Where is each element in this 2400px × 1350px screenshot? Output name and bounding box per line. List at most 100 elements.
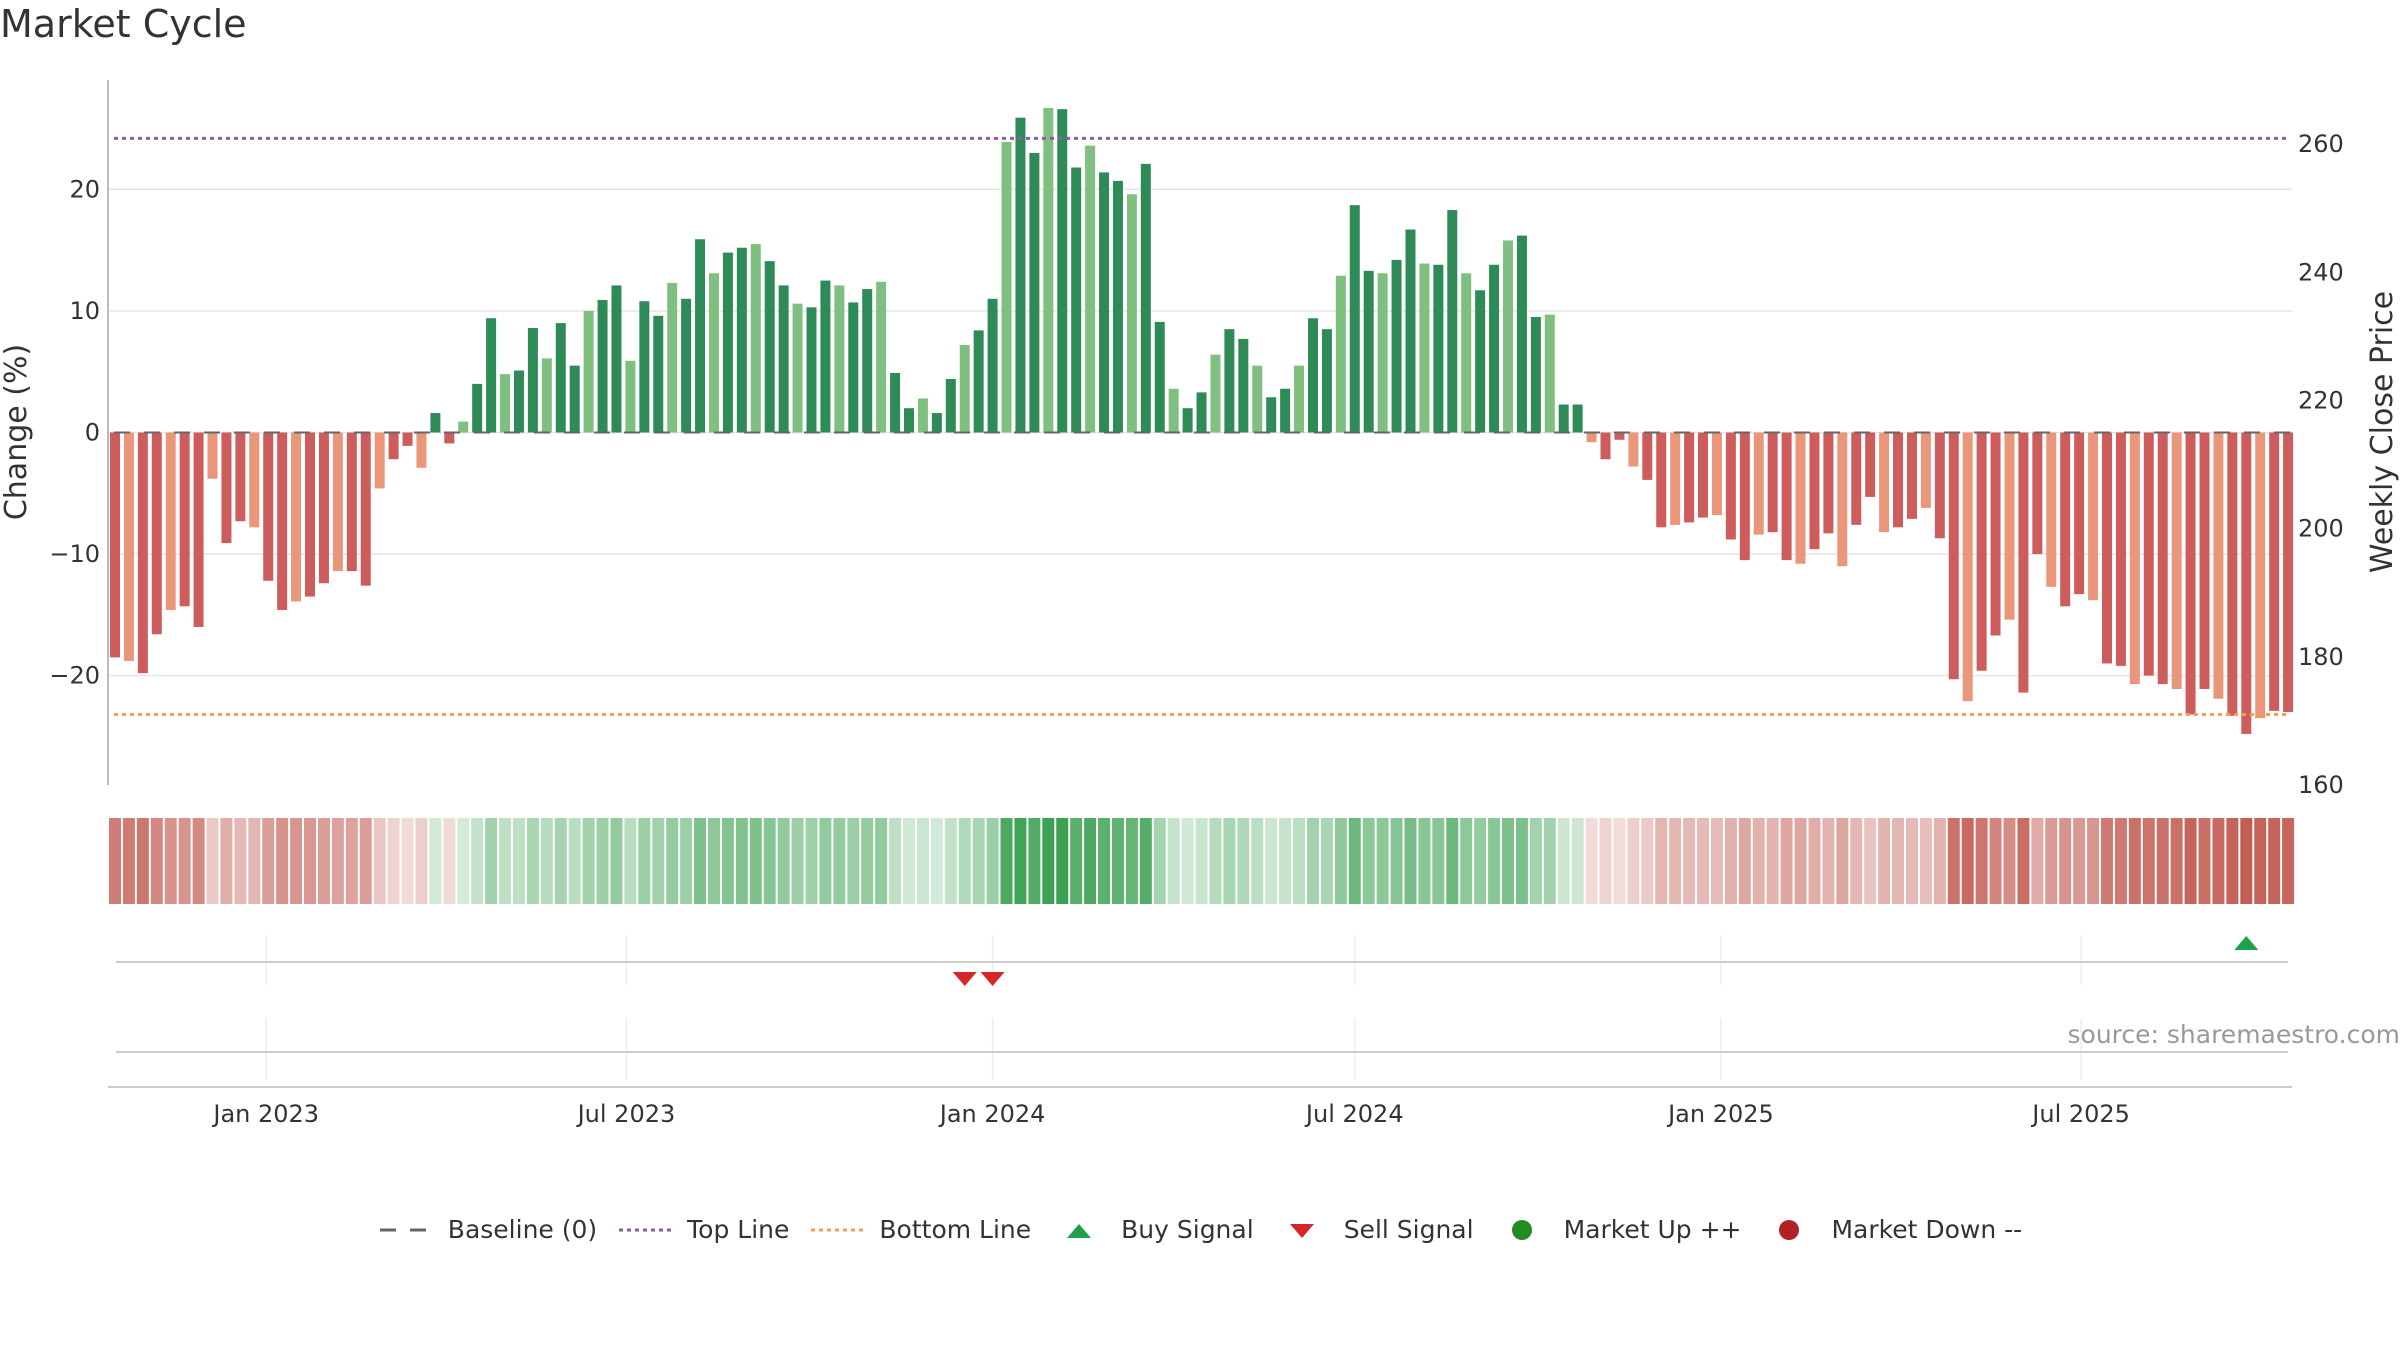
strip-cell [1474, 818, 1487, 904]
bar [1544, 314, 1555, 433]
strip-cell [930, 818, 943, 904]
bar [820, 280, 831, 433]
bar [1837, 432, 1848, 567]
bar [1865, 432, 1876, 497]
bar [778, 285, 789, 433]
reference-lines [114, 136, 2290, 716]
bar [1656, 432, 1667, 528]
strip-cell [1348, 818, 1361, 904]
strip-cell [2254, 818, 2267, 904]
bar [1684, 432, 1695, 523]
strip-cell [1265, 818, 1278, 904]
strip-cell [847, 818, 860, 904]
strip-cell [1752, 818, 1765, 904]
strip-cell [1557, 818, 1570, 904]
bar [806, 307, 817, 433]
bar [388, 432, 399, 460]
strip-cell [568, 818, 581, 904]
strip-cell [1125, 818, 1138, 904]
bar [430, 413, 441, 433]
strip-cell [443, 818, 456, 904]
strip-cell [1585, 818, 1598, 904]
strip-cell [1209, 818, 1222, 904]
strip-cell [889, 818, 902, 904]
strip-cell [861, 818, 874, 904]
strip-cell [1794, 818, 1807, 904]
strip-cell [1139, 818, 1152, 904]
strip-cell [1919, 818, 1932, 904]
strip-cell [1892, 818, 1905, 904]
bar [848, 302, 859, 433]
strip-cell [972, 818, 985, 904]
sell-signal-marker [952, 972, 977, 986]
bar [291, 432, 302, 602]
bar [611, 285, 622, 433]
strip-cell [387, 818, 400, 904]
bar [792, 303, 803, 433]
bar [834, 285, 845, 433]
bar [402, 432, 413, 446]
strip-cell [986, 818, 999, 904]
bar [695, 239, 706, 433]
bar [444, 432, 455, 444]
bar [945, 379, 956, 433]
bar [1266, 397, 1277, 433]
bar [862, 289, 873, 433]
bar [1725, 432, 1736, 540]
bar [332, 432, 343, 572]
bar [1280, 388, 1291, 433]
bar [2088, 432, 2099, 601]
legend-item: Market Up ++ [1494, 1215, 1741, 1244]
legend-swatch [1511, 1219, 1532, 1240]
y2-axis-title: Weekly Close Price [2365, 291, 2400, 573]
bar [486, 318, 497, 433]
strip-cell [2114, 818, 2127, 904]
strip-cell [944, 818, 957, 904]
bar [1321, 329, 1332, 433]
bar [137, 432, 148, 674]
strip-cell [1697, 818, 1710, 904]
source-label: source: sharemaestro.com [2067, 1020, 2400, 1049]
bar [1530, 317, 1541, 433]
strip-cell [331, 818, 344, 904]
bar [876, 281, 887, 433]
strip-cell [2059, 818, 2072, 904]
bar [1823, 432, 1834, 534]
bar [639, 301, 650, 433]
y2-tick-label: 200 [2298, 515, 2344, 543]
strip-cell [1738, 818, 1751, 904]
y2-tick-label: 180 [2298, 643, 2344, 671]
bar [1572, 404, 1583, 433]
strip-cell [1655, 818, 1668, 904]
strip-cell [2045, 818, 2058, 904]
legend-item: Top Line [617, 1215, 789, 1244]
bar [1586, 432, 1597, 443]
strip-cell [1947, 818, 1960, 904]
strip-cell [304, 818, 317, 904]
strip-cell [1293, 818, 1306, 904]
bar [1433, 264, 1444, 433]
bar [151, 432, 162, 635]
bar [1767, 432, 1778, 533]
bar [1029, 152, 1040, 433]
strip-cell [1334, 818, 1347, 904]
bar [318, 432, 329, 584]
bar [1210, 354, 1221, 433]
strip-cell [1780, 818, 1793, 904]
strip-cell [471, 818, 484, 904]
strip-cell [680, 818, 693, 904]
strip-cell [2156, 818, 2169, 904]
bar [1001, 141, 1012, 433]
strip-cell [1766, 818, 1779, 904]
bar [458, 421, 469, 433]
bar [1753, 432, 1764, 535]
bar [750, 244, 761, 433]
bar [1962, 432, 1973, 702]
strip-cell [1404, 818, 1417, 904]
strip-cell [819, 818, 832, 904]
strip-cell [916, 818, 929, 904]
bar [527, 327, 538, 433]
bar [722, 252, 733, 433]
bar [736, 247, 747, 433]
strip-cell [178, 818, 191, 904]
